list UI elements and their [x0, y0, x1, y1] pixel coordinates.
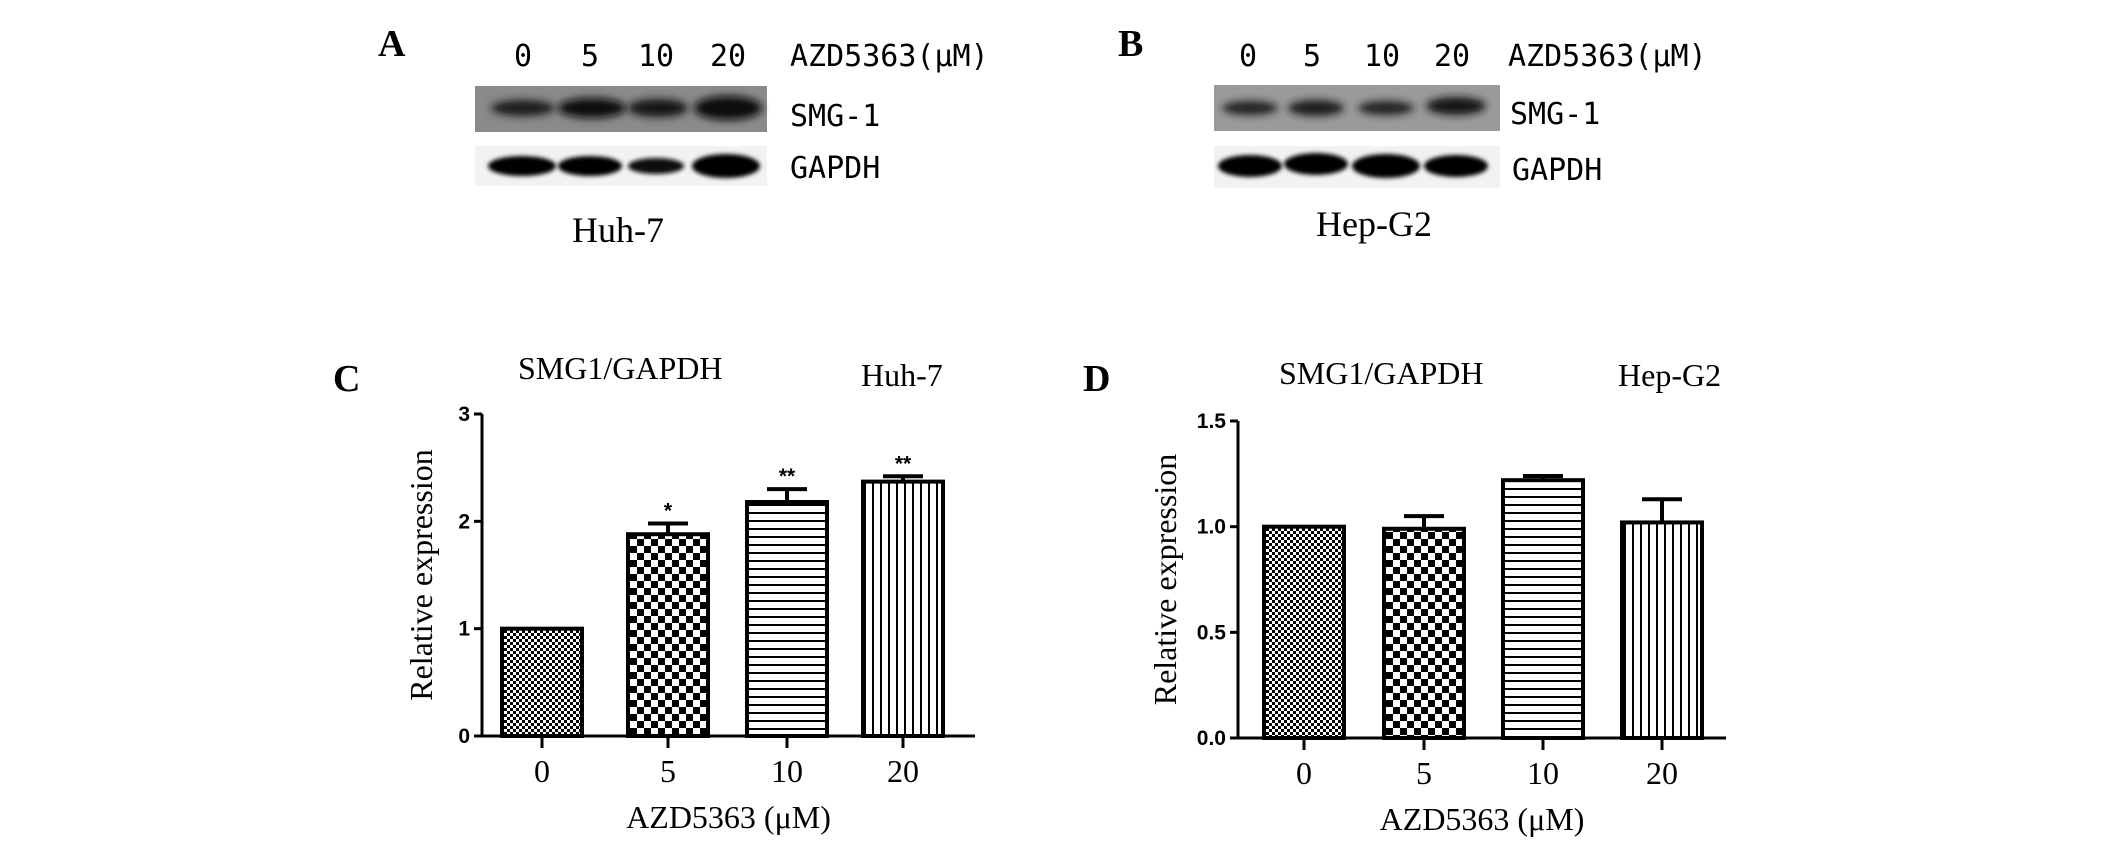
- cell-line-label: Huh-7: [572, 210, 664, 250]
- bar-chart-hepg2: 0.0 0.5 1.0 1.5 0 5 10 20 AZD5363 (μM) Relative e…: [1147, 410, 1726, 837]
- blot-smg1: [475, 86, 767, 132]
- band: [628, 99, 688, 117]
- band-label-gapdh: GAPDH: [790, 151, 880, 186]
- band-label-smg1: SMG-1: [1510, 97, 1600, 132]
- panel-b: B 0 5 10 20 AZD5363(μM) SMG-1 GAPDH Hep-…: [1118, 23, 1707, 244]
- band: [1352, 154, 1420, 178]
- x-tick-label: 5: [660, 753, 676, 789]
- panel-letter-c: C: [333, 358, 360, 400]
- significance-marker: **: [779, 465, 796, 488]
- band: [628, 158, 684, 174]
- band: [1288, 100, 1344, 116]
- x-tick-label: 10: [771, 753, 803, 789]
- x-axis-title: AZD5363 (μM): [626, 799, 831, 835]
- band: [1284, 153, 1348, 175]
- bar: [861, 479, 945, 738]
- dose-label: 10: [638, 39, 674, 74]
- bar: [1262, 524, 1346, 741]
- y-tick-label: 3: [458, 403, 470, 426]
- blot-smg1: [1214, 85, 1500, 131]
- panel-letter-a: A: [378, 23, 406, 65]
- y-tick-label: 0: [458, 725, 470, 748]
- bar: [1620, 520, 1704, 740]
- chart-title: SMG1/GAPDH: [518, 350, 722, 386]
- y-tick-label: 0.0: [1197, 727, 1226, 750]
- bar: [626, 532, 710, 738]
- y-tick-label: 2: [458, 510, 470, 533]
- band: [1358, 101, 1414, 115]
- band: [1222, 101, 1278, 115]
- blot-gapdh: [1214, 146, 1500, 188]
- dose-label: 20: [710, 39, 746, 74]
- bar: [1382, 526, 1466, 741]
- dose-label: 10: [1364, 39, 1400, 74]
- y-tick-label: 1.0: [1197, 516, 1226, 539]
- band: [1218, 155, 1282, 177]
- panel-letter-d: D: [1083, 358, 1110, 400]
- panel-letter-b: B: [1118, 23, 1143, 65]
- panel-d: D SMG1/GAPDH Hep-G2 0.0 0.5 1.0 1.5 0 5 10 20 AZ…: [1083, 355, 1726, 837]
- bar-chart-huh7: 0 1 2 3 0 * 5 ** 10 ** 20 AZD5363 (μM) Relative expr…: [403, 403, 975, 835]
- treatment-label: AZD5363(μM): [790, 39, 989, 74]
- band: [558, 98, 626, 118]
- x-tick-label: 20: [887, 753, 919, 789]
- dose-label: 0: [1239, 39, 1257, 74]
- dose-label: 0: [514, 39, 532, 74]
- band-label-gapdh: GAPDH: [1512, 153, 1602, 188]
- chart-subtitle: Hep-G2: [1618, 357, 1721, 393]
- blot-gapdh: [475, 146, 767, 186]
- bar: [1501, 478, 1585, 740]
- band: [694, 96, 762, 120]
- significance-marker: *: [664, 499, 673, 522]
- panel-c: C SMG1/GAPDH Huh-7 0 1 2 3 0 * 5 ** 10 ** 20 AZD536…: [333, 350, 975, 835]
- x-tick-label: 0: [1296, 755, 1312, 791]
- bar: [500, 626, 584, 739]
- y-axis-title: Relative expression: [1147, 454, 1183, 705]
- band-label-smg1: SMG-1: [790, 99, 880, 134]
- bar: [745, 500, 829, 738]
- y-tick-label: 0.5: [1197, 621, 1227, 644]
- x-tick-label: 20: [1646, 755, 1678, 791]
- y-axis-title: Relative expression: [403, 449, 439, 700]
- cell-line-label: Hep-G2: [1316, 204, 1432, 244]
- significance-marker: **: [895, 452, 912, 475]
- chart-subtitle: Huh-7: [861, 357, 943, 393]
- x-tick-label: 5: [1416, 755, 1432, 791]
- treatment-label: AZD5363(μM): [1508, 39, 1707, 74]
- dose-label: 20: [1434, 39, 1470, 74]
- band: [692, 154, 760, 178]
- band: [1426, 97, 1486, 115]
- y-tick-label: 1.5: [1197, 410, 1227, 433]
- band: [491, 100, 555, 116]
- band: [558, 156, 622, 176]
- band: [1424, 155, 1488, 177]
- panel-a: A 0 5 10 20 AZD5363(μM) SMG-1 GAPDH Huh-…: [378, 23, 989, 250]
- y-tick-label: 1: [458, 618, 470, 641]
- band: [488, 156, 556, 176]
- dose-label: 5: [1303, 39, 1321, 74]
- chart-title: SMG1/GAPDH: [1279, 355, 1483, 391]
- x-tick-label: 0: [534, 753, 550, 789]
- x-tick-label: 10: [1527, 755, 1559, 791]
- dose-label: 5: [581, 39, 599, 74]
- x-axis-title: AZD5363 (μM): [1380, 801, 1585, 837]
